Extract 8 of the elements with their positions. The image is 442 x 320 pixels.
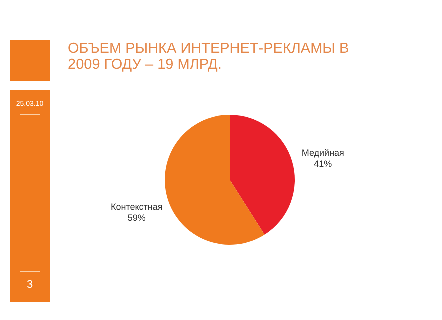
- pie-slice: [165, 115, 265, 245]
- slice-label: Контекстная: [110, 202, 163, 212]
- slice-label: Медийная: [302, 148, 345, 158]
- chart-title: ОБЪЕМ РЫНКА ИНТЕРНЕТ-РЕКЛАМЫ В 2009 ГОДУ – 19 МЛРД.: [68, 41, 350, 73]
- data-label: 59%: [128, 213, 146, 224]
- text: 3: [26, 279, 34, 291]
- pie-slice: [230, 115, 295, 235]
- data-label: 41%: [314, 158, 332, 169]
